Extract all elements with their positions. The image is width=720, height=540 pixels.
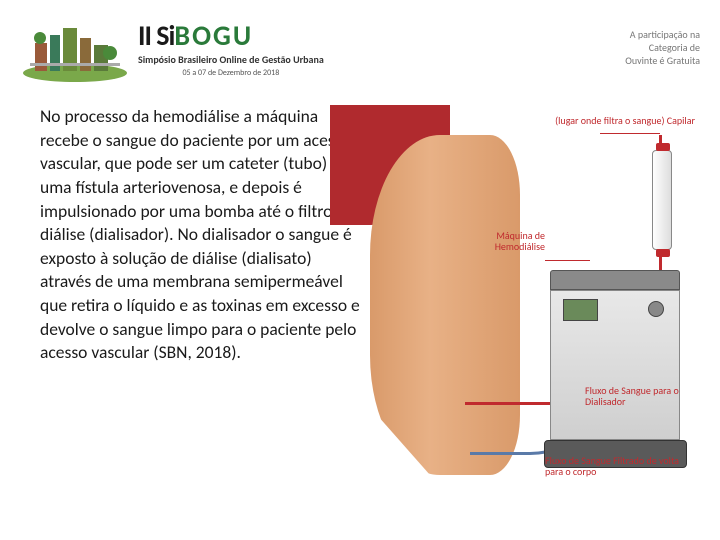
- label-capilar: (lugar onde filtra o sangue) Capilar: [515, 115, 695, 126]
- content-row: No processo da hemodiálise a máquina rec…: [0, 95, 720, 525]
- logo-subtitle: Simpósio Brasileiro Online de Gestão Urb…: [138, 53, 324, 66]
- pointer-capilar: [600, 133, 660, 134]
- header-right-line3: Ouvinte é Gratuita: [625, 54, 700, 67]
- logo-text: II SiBOGU Simpósio Brasileiro Online de …: [138, 18, 324, 78]
- label-maquina: Máquina de Hemodiálise: [465, 230, 545, 252]
- dialyzer-filter: [652, 150, 672, 250]
- machine-screen: [563, 299, 598, 321]
- logo-si: Si: [156, 18, 174, 53]
- dialysis-machine: [550, 270, 680, 470]
- logo-ii: II: [138, 18, 151, 53]
- header-right-line2: Categoria de: [625, 41, 700, 54]
- logo-title: II SiBOGU: [138, 18, 324, 53]
- pointer-maquina: [545, 260, 590, 261]
- header-right-line1: A participação na: [625, 28, 700, 41]
- logo-bogu: BOGU: [174, 18, 253, 53]
- machine-top: [550, 270, 680, 290]
- logo-illustration: [20, 13, 130, 83]
- machine-knob: [648, 301, 664, 317]
- machine-body: [550, 290, 680, 440]
- header-right-text: A participação na Categoria de Ouvinte é…: [625, 28, 700, 67]
- header-banner: II SiBOGU Simpósio Brasileiro Online de …: [0, 0, 720, 95]
- label-fluxo-out: Fluxo de Sangue para o Dialisador: [585, 385, 695, 407]
- logo-block: II SiBOGU Simpósio Brasileiro Online de …: [20, 13, 324, 83]
- body-paragraph: No processo da hemodiálise a máquina rec…: [40, 105, 360, 525]
- hemodialysis-diagram: (lugar onde filtra o sangue) Capilar Máq…: [370, 105, 690, 525]
- logo-dates: 05 a 07 de Dezembro de 2018: [138, 68, 324, 78]
- label-fluxo-in: Fluxo de Sangue Filtrado de volta para o…: [545, 455, 695, 477]
